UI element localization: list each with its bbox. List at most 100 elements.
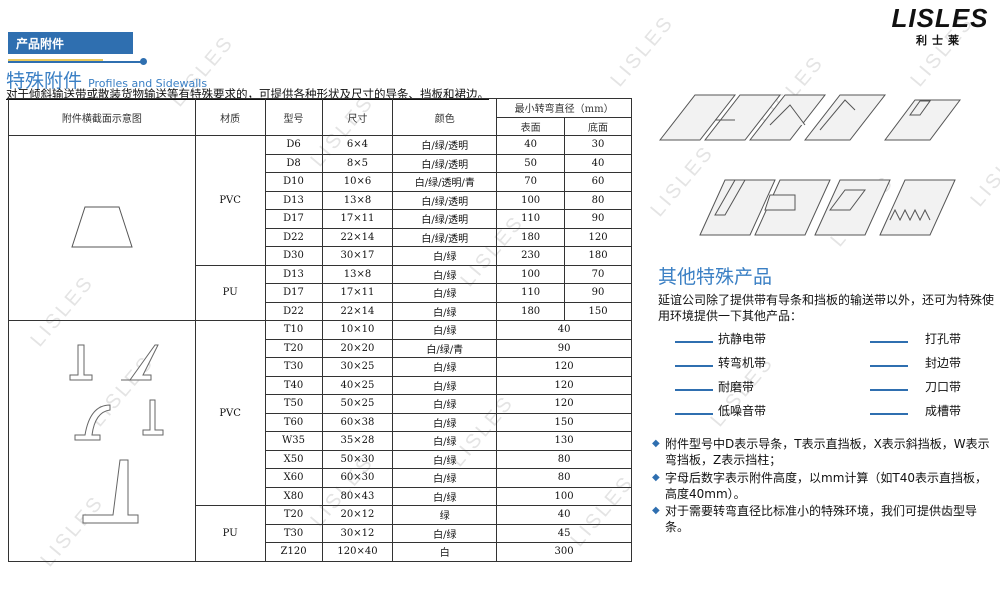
size-cell: 6×4 [321,135,394,155]
dash-line [870,341,908,343]
divider [8,59,103,61]
min-diameter-cell: 40 [496,505,632,525]
table-row: D30 30×17 白/绿 230 180 [9,246,632,266]
model-cell: T60 [264,412,323,432]
dash-line [675,413,713,415]
table-row: T30 30×25 白/绿 120 [9,357,632,377]
dash-line [870,389,908,391]
min-diameter-cell: 90 [496,338,632,358]
size-cell: 10×10 [321,320,394,340]
size-cell: 30×25 [321,357,394,377]
size-cell: 20×12 [321,505,394,525]
divider-dot [140,58,147,65]
intro-text: 对于倾斜输送带或散装货物输送等有特殊要求的，可提供各种形状及尺寸的导条、挡板和裙… [6,87,489,101]
color-cell: 白/绿/透明 [392,190,498,210]
profiles-table: 附件横截面示意图 材质 型号 尺寸 颜色 最小转弯直径（mm） 表面 底面 PVC D6 6×4… [8,98,632,562]
size-cell: 30×12 [321,523,394,543]
min-diameter-cell: 45 [496,523,632,543]
other-products-title: 其他特殊产品 [658,266,773,288]
dash-line [675,389,713,391]
surface-cell: 180 [496,227,566,247]
color-cell: 白/绿 [392,357,498,377]
size-cell: 60×30 [321,468,394,488]
table-row: X60 60×30 白/绿 80 [9,468,632,488]
color-cell: 白/绿/透明 [392,153,498,173]
color-cell: 白/绿 [392,449,498,469]
min-diameter-cell: 80 [496,449,632,469]
material-cell: PU [194,505,266,562]
color-cell: 白 [392,542,498,562]
table-row: D13 13×8 白/绿/透明 100 80 [9,190,632,210]
size-cell: 35×28 [321,431,394,451]
table-row: D22 22×14 白/绿/透明 180 120 [9,227,632,247]
surface-cell: 100 [496,264,566,284]
table-row: D10 10×6 白/绿/透明/青 70 60 [9,172,632,192]
header-color: 颜色 [392,98,498,136]
size-cell: 40×25 [321,375,394,395]
table-row: T40 40×25 白/绿 120 [9,375,632,395]
model-cell: D8 [264,153,323,173]
min-diameter-cell: 120 [496,375,632,395]
model-cell: T30 [264,523,323,543]
min-diameter-cell: 120 [496,394,632,414]
cross-section-diagram [8,135,196,321]
note: 字母后数字表示附件高度，以mm计算（如T40表示直挡板，高度40mm）。 [652,470,997,502]
bottom-cell: 120 [564,227,632,247]
product-item: 低噪音带 [718,404,767,418]
surface-cell: 40 [496,135,566,155]
color-cell: 白/绿/透明/青 [392,172,498,192]
logo-brand: LISLES [891,3,989,33]
color-cell: 绿 [392,505,498,525]
material-cell: PVC [194,135,266,266]
model-cell: T30 [264,357,323,377]
size-cell: 20×20 [321,338,394,358]
size-cell: 50×25 [321,394,394,414]
header-size: 尺寸 [321,98,394,136]
color-cell: 白/绿 [392,486,498,506]
product-item: 成槽带 [925,404,962,418]
color-cell: 白/绿 [392,246,498,266]
model-cell: D17 [264,283,323,303]
dash-line [675,341,713,343]
dash-line [675,365,713,367]
color-cell: 白/绿 [392,320,498,340]
model-cell: D6 [264,135,323,155]
header-min-diameter: 最小转弯直径（mm） [496,98,632,118]
model-cell: T10 [264,320,323,340]
model-cell: T20 [264,505,323,525]
color-cell: 白/绿 [392,412,498,432]
model-cell: D13 [264,264,323,284]
table-row: T50 50×25 白/绿 120 [9,394,632,414]
min-diameter-cell: 120 [496,357,632,377]
surface-cell: 70 [496,172,566,192]
bottom-cell: 90 [564,283,632,303]
surface-cell: 180 [496,301,566,321]
bottom-cell: 30 [564,135,632,155]
color-cell: 白/绿 [392,431,498,451]
size-cell: 22×14 [321,301,394,321]
color-cell: 白/绿/透明 [392,135,498,155]
size-cell: 80×43 [321,486,394,506]
model-cell: T40 [264,375,323,395]
model-cell: Z120 [264,542,323,562]
dash-line [870,413,908,415]
profile-illustrations [658,94,961,236]
color-cell: 白/绿 [392,375,498,395]
model-cell: X60 [264,468,323,488]
surface-cell: 100 [496,190,566,210]
min-diameter-cell: 300 [496,542,632,562]
bottom-cell: 80 [564,190,632,210]
size-cell: 17×11 [321,209,394,229]
table-row: T30 30×12 白/绿 45 [9,523,632,543]
color-cell: 白/绿 [392,468,498,488]
model-cell: X80 [264,486,323,506]
size-cell: 30×17 [321,246,394,266]
min-diameter-cell: 40 [496,320,632,340]
bottom-cell: 150 [564,301,632,321]
product-item: 转弯机带 [718,356,767,370]
product-item: 刀口带 [925,380,962,394]
color-cell: 白/绿 [392,283,498,303]
bottom-cell: 40 [564,153,632,173]
header-bottom: 底面 [564,116,632,136]
color-cell: 白/绿 [392,394,498,414]
